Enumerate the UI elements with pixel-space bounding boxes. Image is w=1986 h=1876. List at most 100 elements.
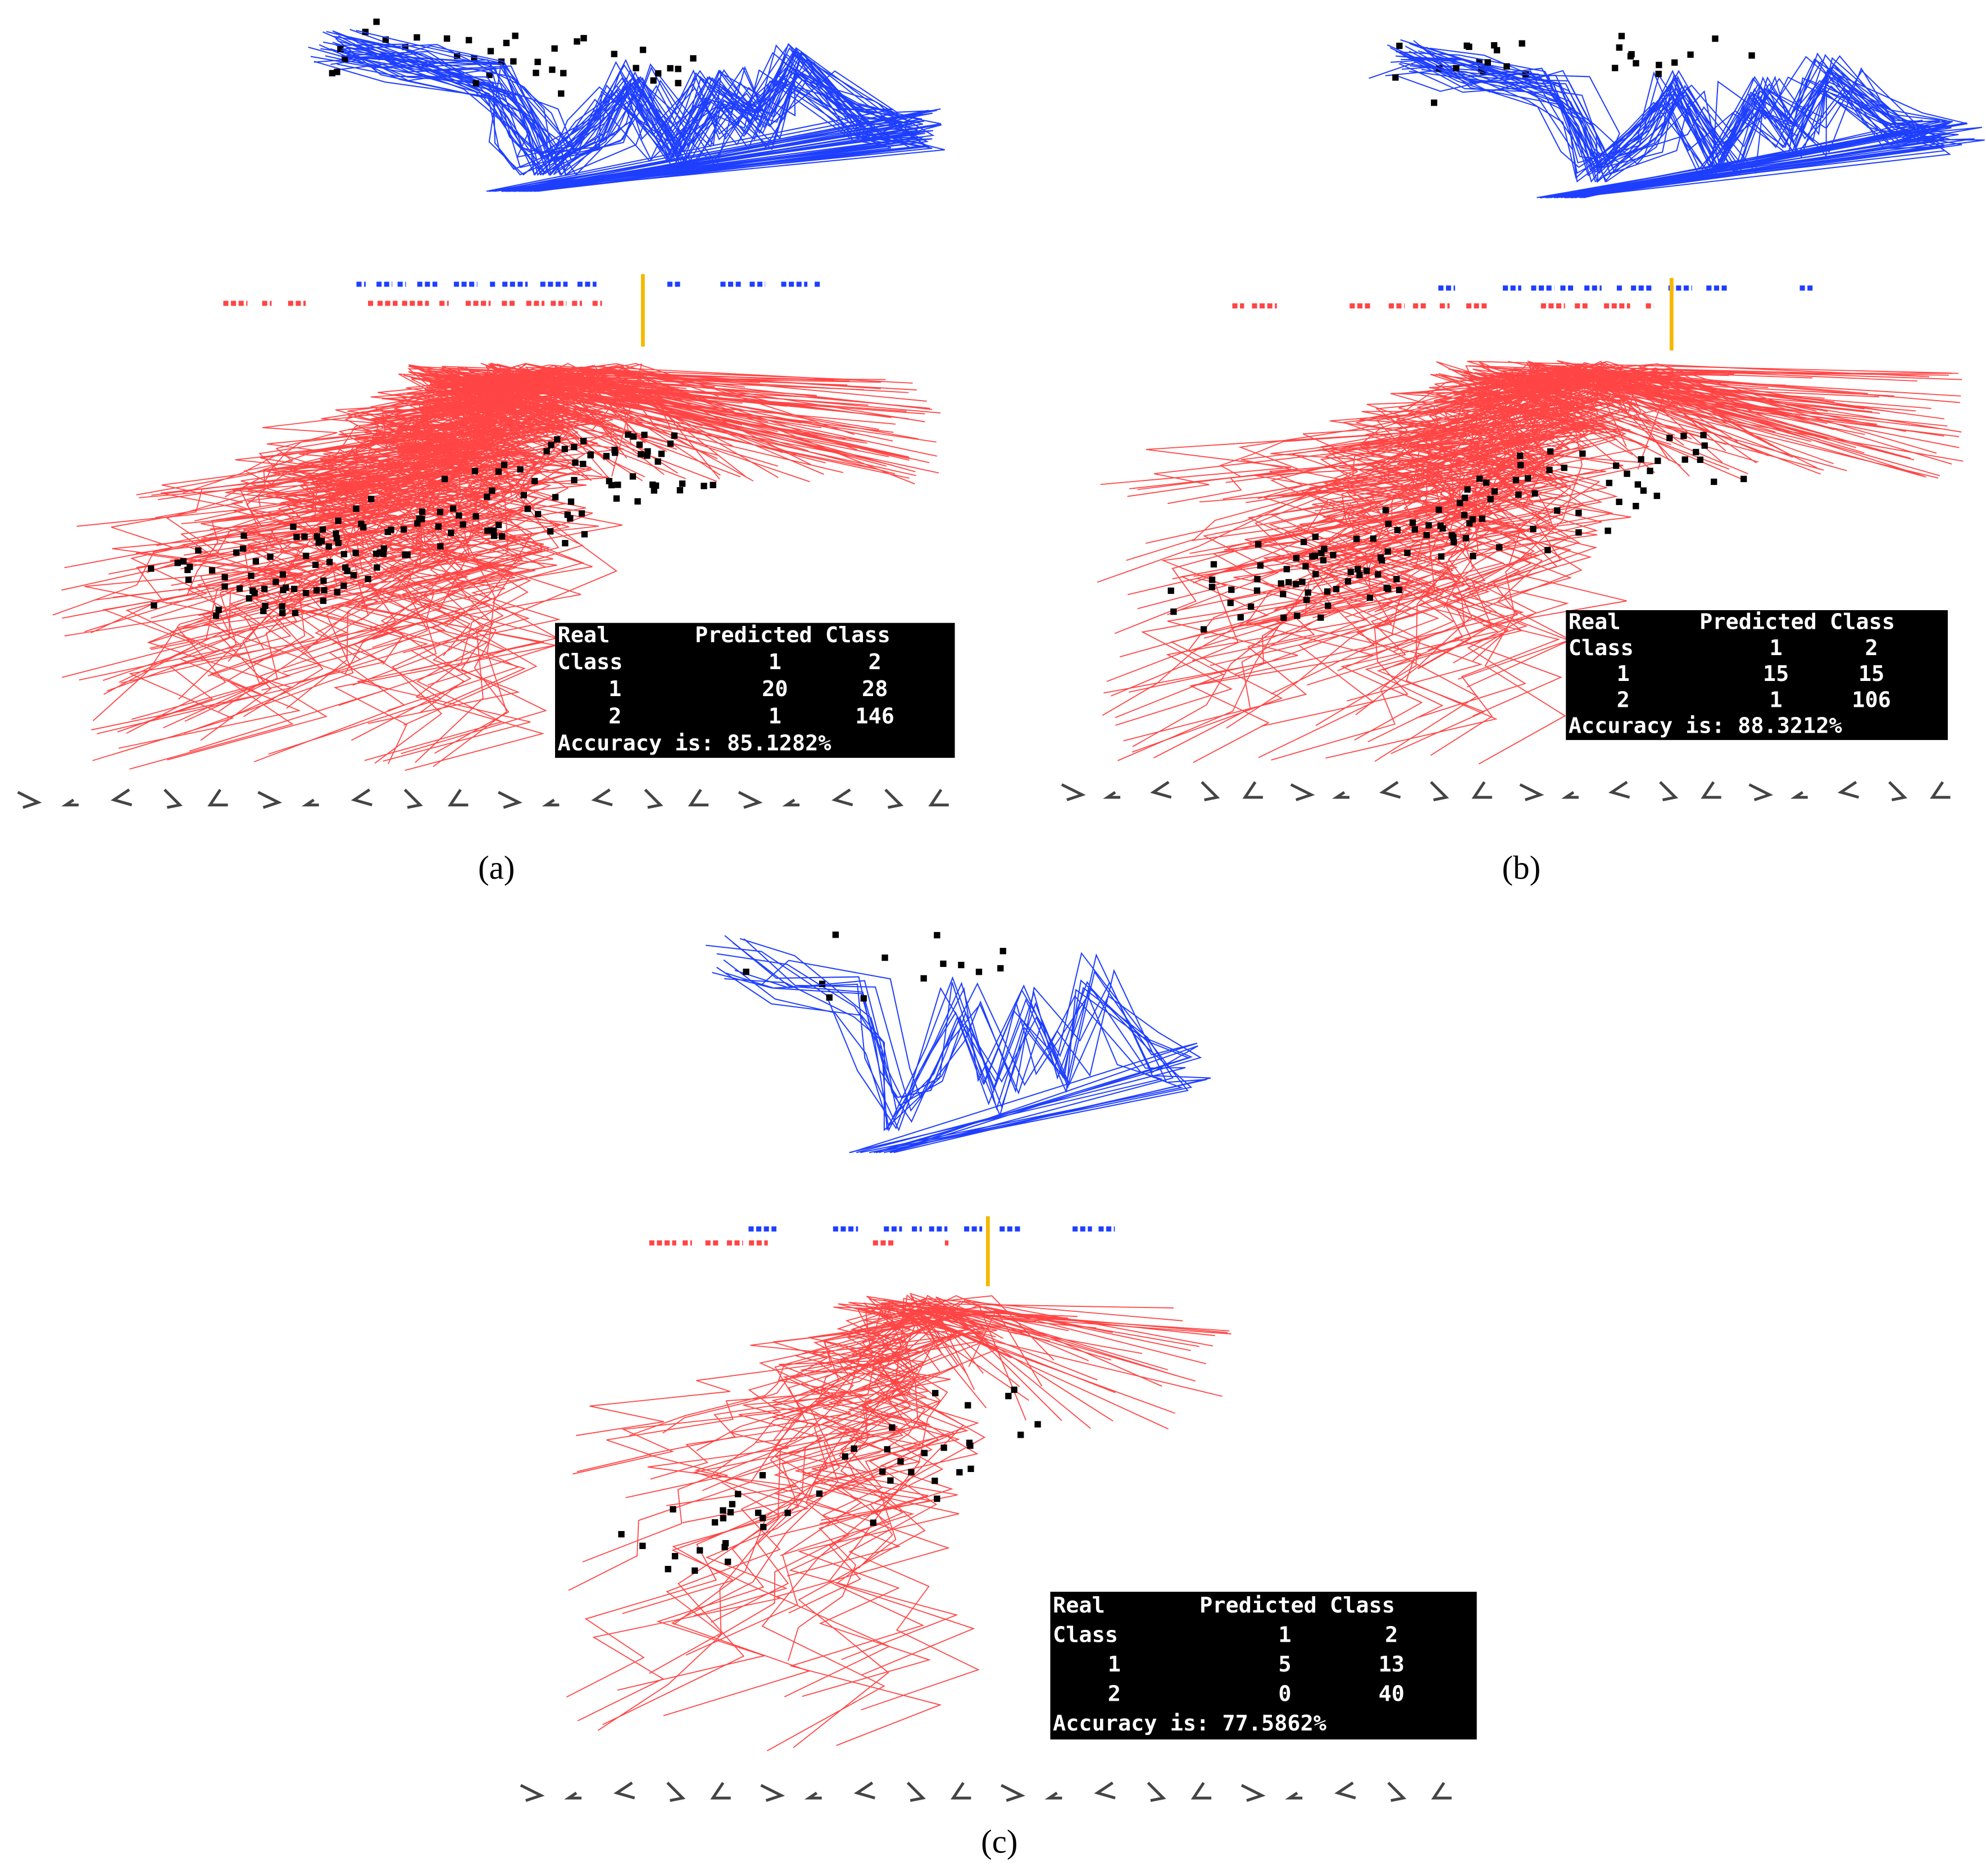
point [729,1501,736,1507]
point [1227,599,1234,606]
glyph [257,791,283,809]
point [997,965,1004,972]
glyph [831,788,853,807]
point [1396,587,1403,593]
point [722,1540,729,1547]
point [472,80,479,87]
red-line [201,363,771,569]
point [520,492,527,498]
glyph [738,791,763,809]
glyph [666,1782,686,1802]
red-line [396,380,812,754]
point [453,52,461,60]
point [1638,456,1644,463]
point [1655,70,1662,78]
table-cell: Real [1569,610,1621,635]
red-line [276,375,663,601]
point [1435,506,1442,513]
point [240,532,247,539]
table-cell: 1 [1770,687,1783,712]
point [1464,486,1471,493]
red-line [279,363,840,552]
point [484,493,490,500]
red-line [139,362,704,498]
point [1700,431,1707,439]
table-cell: Predicted Class [695,623,890,648]
red-line [224,376,646,498]
point [1280,614,1287,621]
red-line [166,383,688,604]
table-cell: 2 [1865,635,1878,661]
point [416,515,423,522]
point [1005,1393,1012,1400]
point [465,37,472,44]
point [1311,552,1319,559]
glyph [1094,1781,1116,1800]
point [1330,551,1337,558]
point [639,1542,646,1550]
point [301,533,308,540]
red-line [769,1298,1183,1538]
table-cell: 20 [762,676,788,702]
table-cell: Predicted Class [1699,610,1895,635]
point [402,43,409,51]
point [1680,433,1687,439]
point [195,547,202,554]
point [552,494,559,501]
point [246,595,253,602]
point [639,47,647,53]
point [1312,533,1319,540]
point [1393,576,1400,583]
point [413,34,420,41]
glyph [207,789,228,807]
point [1519,40,1525,47]
point [606,478,612,484]
point [1382,507,1389,514]
point [279,571,287,578]
point [335,540,342,547]
point [696,1547,703,1554]
point [335,517,342,524]
point [267,553,274,560]
point [611,51,617,57]
point [344,567,351,575]
point [1740,475,1747,483]
glyph [351,788,372,807]
red-line [1131,374,1925,753]
panel-label: (a) [478,850,515,886]
point [212,612,220,619]
point [1606,479,1612,487]
glyph [1201,781,1220,802]
blue-line [1433,54,1983,198]
point [376,549,383,556]
point [1347,569,1354,575]
red-line [696,1300,1169,1451]
point [860,995,867,1002]
red-line [1434,372,1768,664]
point [711,1519,719,1526]
blue-line [706,944,1164,1153]
point [333,530,339,537]
point [1484,59,1491,66]
point [443,35,451,42]
point [1312,571,1319,578]
point [1280,590,1287,598]
point [670,1506,676,1512]
point [495,521,502,529]
table-cell: 28 [862,676,888,702]
point [1324,588,1331,595]
table-cell: Predicted Class [1199,1593,1395,1618]
blue-line [322,31,887,192]
blue-line [342,55,942,192]
table-cell: 1 [1278,1622,1291,1647]
point [1515,491,1522,498]
point [358,520,365,528]
point [292,610,299,616]
blue-line [739,938,1202,1153]
table-cell: 0 [1278,1682,1291,1707]
point [320,577,327,584]
red-line [568,1298,1215,1591]
point [887,1477,894,1484]
point [724,1559,731,1565]
point [352,549,359,557]
